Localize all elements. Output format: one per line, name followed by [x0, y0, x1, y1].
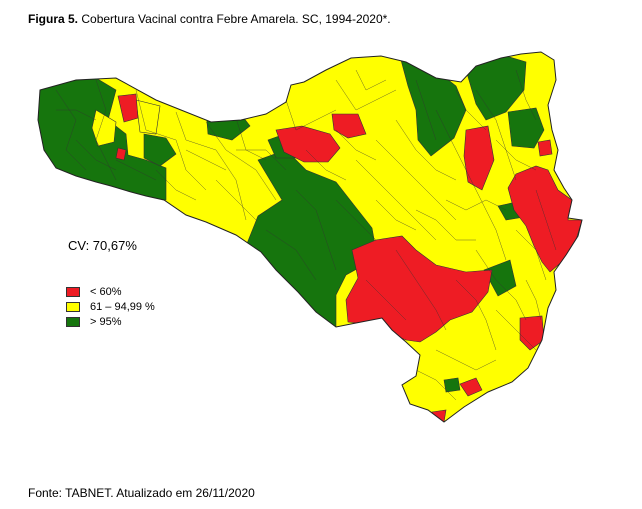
- legend-item-low: < 60%: [66, 284, 155, 299]
- source-note: Fonte: TABNET. Atualizado em 26/11/2020: [28, 486, 255, 500]
- region-green-south-tip: [443, 377, 461, 393]
- region-red-south: [345, 235, 493, 343]
- region-red-north-small: [331, 113, 367, 139]
- municipal-borders: [55, 69, 557, 401]
- region-red-south-small: [459, 377, 483, 397]
- legend-label-high: > 95%: [90, 315, 122, 328]
- map-legend: < 60% 61 – 94,99 % > 95%: [66, 284, 155, 329]
- coverage-value: CV: 70,67%: [68, 238, 137, 253]
- figure-title: Cobertura Vacinal contra Febre Amarela. …: [81, 12, 391, 26]
- region-red-southeast: [519, 315, 545, 351]
- legend-label-mid: 61 – 94,99 %: [90, 300, 155, 313]
- region-red-west-small: [115, 147, 127, 161]
- santa-catarina-map: [37, 51, 583, 423]
- figure-label: Figura 5.: [28, 12, 79, 26]
- legend-swatch-yellow: [66, 301, 80, 312]
- region-red-northwest: [117, 93, 139, 123]
- legend-item-high: > 95%: [66, 314, 155, 329]
- legend-swatch-green: [66, 316, 80, 327]
- region-green-southeast: [483, 259, 517, 297]
- region-red-ne: [463, 125, 495, 191]
- region-green-northeast: [465, 55, 527, 121]
- region-green-westcenter: [143, 133, 177, 167]
- legend-item-mid: 61 – 94,99 %: [66, 299, 155, 314]
- legend-label-low: < 60%: [90, 285, 122, 298]
- region-red-center-north: [275, 125, 341, 163]
- figure-caption: Figura 5. Cobertura Vacinal contra Febre…: [28, 12, 391, 26]
- region-yellow-west: [91, 109, 117, 147]
- region-red-far-east: [537, 139, 553, 157]
- region-yellow-west-2: [135, 99, 161, 135]
- legend-swatch-red: [66, 286, 80, 297]
